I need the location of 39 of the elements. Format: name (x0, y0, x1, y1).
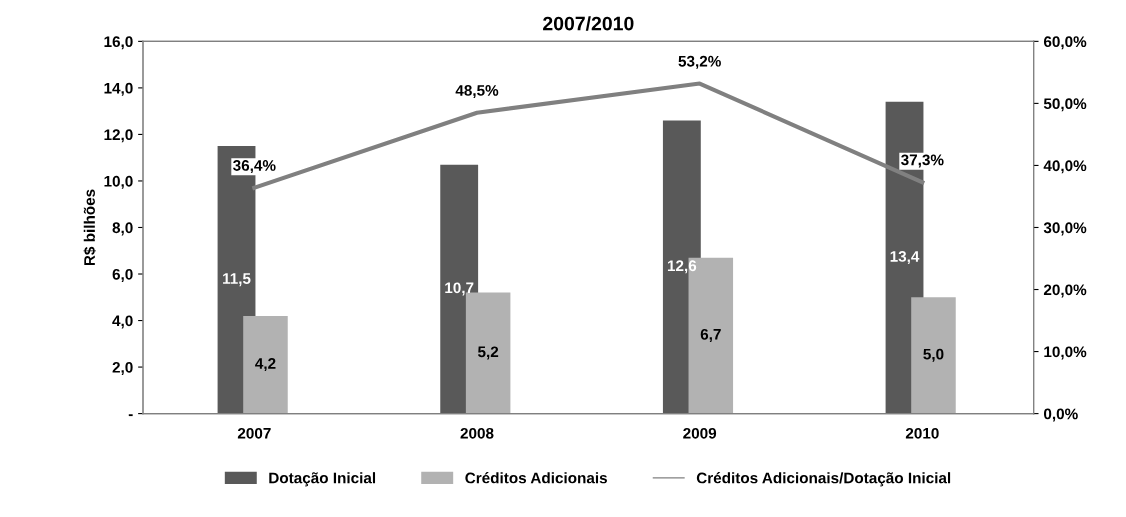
y2-tick-label: 50,0% (1043, 98, 1087, 112)
legend-label: Dotação Inicial (269, 472, 376, 487)
y-tick-label: 4,0 (112, 315, 133, 329)
x-tick-label: 2009 (683, 427, 717, 439)
y2-tick-label: 60,0% (1043, 36, 1087, 50)
data-label: 53,2% (678, 55, 721, 69)
data-label: 37,3% (901, 154, 944, 168)
bar (911, 297, 956, 414)
y-axis-title: R$ bilhões (83, 189, 96, 266)
data-label: 48,5% (455, 84, 499, 99)
y-tick-label: 6,0 (112, 268, 133, 282)
x-tick-label: 2010 (905, 427, 939, 439)
data-label: 13,4 (890, 251, 920, 265)
legend-label: Créditos Adicionais/Dotação Inicial (696, 472, 951, 487)
data-label: 36,4% (233, 160, 276, 174)
y2-tick-label: 10,0% (1044, 346, 1087, 360)
x-tick-label: 2007 (237, 427, 271, 439)
data-label: 6,7 (700, 328, 721, 342)
y-tick-label: 8,0 (112, 222, 133, 236)
y-tick-label: 12,0 (104, 129, 133, 143)
legend-label: Créditos Adicionais (465, 472, 607, 484)
y-tick-label: 10,0 (104, 175, 133, 189)
data-label: 4,2 (255, 358, 276, 372)
chart-title: 2007/2010 (543, 16, 634, 31)
data-label: 5,2 (477, 346, 499, 360)
y2-tick-label: 40,0% (1043, 160, 1087, 174)
y-tick-label: 16,0 (104, 36, 133, 50)
data-label: 11,5 (223, 273, 251, 287)
y-tick-label: - (128, 414, 133, 417)
x-tick-label: 2008 (460, 427, 494, 439)
y2-tick-label: 20,0% (1043, 284, 1087, 298)
data-label: 12,6 (667, 260, 697, 274)
y2-tick-label: 30,0% (1043, 222, 1087, 236)
data-label: 10,7 (445, 282, 474, 296)
y-tick-label: 2,0 (112, 361, 133, 375)
bar (243, 315, 288, 414)
y-tick-label: 14,0 (104, 82, 133, 96)
y2-tick-label: 0,0% (1043, 408, 1078, 422)
data-label: 5,0 (923, 348, 944, 362)
